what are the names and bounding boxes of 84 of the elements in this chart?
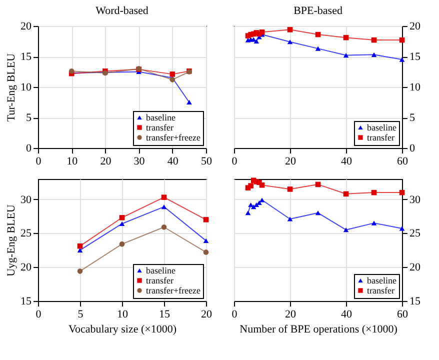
x-axis-title: Number of BPE operations (×1000) — [240, 324, 398, 336]
x-tick-label: 20 — [285, 156, 296, 168]
x-tick-label: 0 — [36, 156, 42, 168]
y-axis-title: Uyg-Eng BLEU — [6, 204, 18, 276]
y-tick-label: 25 — [20, 228, 32, 240]
legend-label: baseline — [146, 266, 176, 276]
x-tick-label: 10 — [66, 156, 78, 168]
point — [315, 210, 321, 216]
y-tick-label: 15 — [20, 296, 32, 308]
point — [287, 186, 293, 192]
point — [254, 38, 260, 44]
x-tick-label: 10 — [117, 308, 128, 320]
point — [203, 250, 209, 255]
x-tick-label: 60 — [397, 156, 408, 168]
y-tick-label: 30 — [20, 194, 32, 206]
chart-title: Word-based — [96, 5, 149, 17]
y2-tick-label: 30 — [410, 194, 421, 206]
point — [371, 220, 377, 226]
point — [170, 72, 176, 77]
chart-title: BPE-based — [294, 5, 343, 17]
point — [399, 226, 405, 231]
y-tick-label: 20 — [20, 262, 32, 274]
y2-tick-label: 10 — [410, 82, 421, 94]
y2-tick-label: 15 — [410, 51, 421, 63]
point — [119, 221, 125, 226]
y-tick-label: 15 — [20, 51, 32, 63]
legend-label: baseline — [146, 112, 176, 122]
point — [248, 202, 254, 208]
point — [256, 200, 262, 206]
y-tick-label: 20 — [20, 20, 32, 32]
point — [161, 224, 167, 230]
point — [119, 241, 125, 247]
point — [259, 198, 265, 202]
legend-label: transfer — [367, 132, 394, 142]
legend-label: transfer — [146, 122, 174, 132]
x-tick-label: 40 — [341, 156, 352, 168]
point — [161, 204, 167, 210]
y-tick-label: 0 — [26, 142, 32, 154]
legend-label: baseline — [367, 276, 396, 286]
x-tick-label: 40 — [167, 156, 179, 168]
x-tick-label: 5 — [78, 308, 84, 320]
x-tick-label: 20 — [285, 308, 296, 320]
y2-tick-label: 5 — [410, 112, 416, 124]
legend-label: transfer+freeze — [146, 132, 201, 142]
x-tick-label: 60 — [397, 308, 408, 320]
x-tick-label: 0 — [36, 308, 42, 320]
y2-tick-label: 25 — [410, 228, 421, 240]
point — [343, 228, 349, 232]
point — [119, 214, 125, 220]
point — [287, 27, 293, 32]
x-tick-label: 20 — [100, 156, 112, 168]
legend-label: transfer — [367, 286, 394, 296]
x-tick-label: 40 — [341, 308, 352, 320]
y2-tick-label: 0 — [410, 142, 416, 154]
point — [77, 268, 83, 274]
point — [287, 40, 293, 44]
legend-label: baseline — [367, 122, 396, 132]
point — [250, 204, 256, 210]
x-tick-label: 30 — [134, 156, 146, 168]
x-tick-label: 0 — [232, 156, 238, 168]
point — [399, 57, 405, 62]
point — [186, 100, 192, 105]
x-tick-label: 20 — [201, 308, 212, 320]
point — [203, 238, 209, 243]
point — [287, 216, 293, 222]
x-tick-label: 0 — [232, 308, 238, 320]
y-tick-label: 5 — [26, 112, 32, 124]
x-tick-label: 15 — [159, 308, 170, 320]
x-tick-label: 50 — [201, 156, 212, 168]
point — [161, 194, 167, 200]
point — [203, 217, 209, 222]
y2-tick-label: 15 — [410, 296, 421, 308]
x-axis-title: Vocabulary size (×1000) — [68, 324, 177, 336]
point — [315, 46, 321, 51]
point — [245, 210, 251, 216]
legend-label: transfer+freeze — [146, 286, 201, 296]
point — [371, 52, 377, 57]
y-axis-title: Tur-Eng BLEU — [6, 53, 18, 122]
y2-tick-label: 20 — [410, 20, 421, 32]
legend-label: transfer — [146, 276, 174, 286]
y2-tick-label: 20 — [410, 262, 421, 274]
y-tick-label: 10 — [20, 82, 32, 94]
point — [248, 183, 254, 188]
point — [343, 52, 349, 58]
